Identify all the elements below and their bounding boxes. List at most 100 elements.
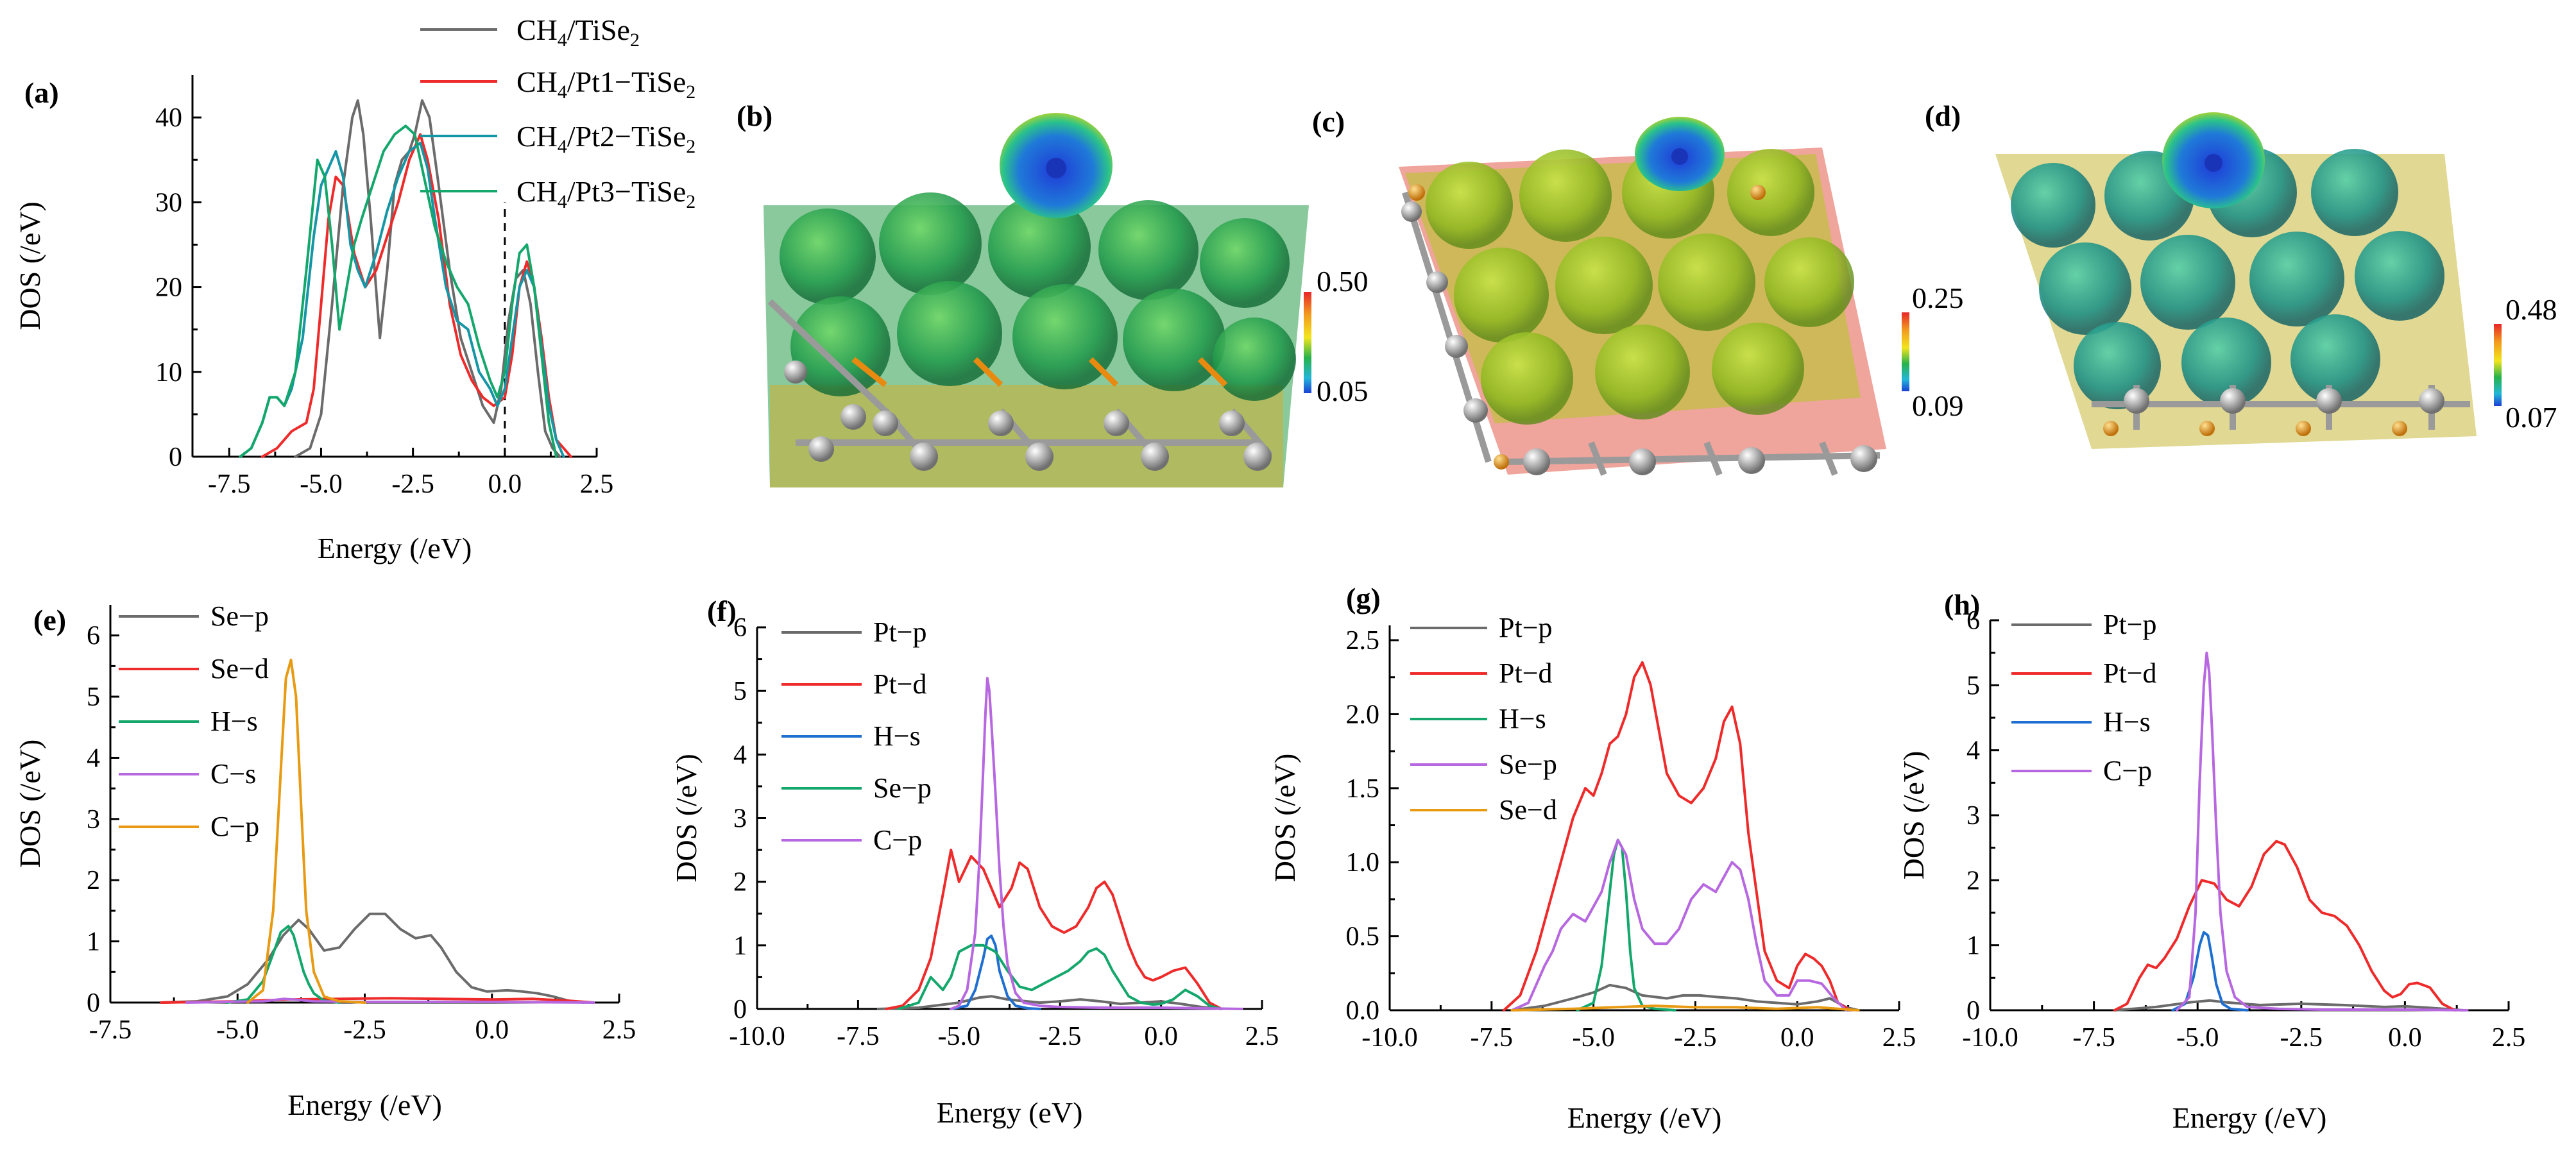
- dos-panel-a: -7.5 -5.0 -2.5 0.0 2.5 0 10 20 30 40 Energy (/eV) D…: [13, 75, 613, 564]
- series-line-g-4: [1510, 1004, 1860, 1012]
- series-line-g-0: [1510, 983, 1860, 1012]
- y-axis-title-h: DOS (/eV): [1897, 751, 1930, 880]
- dos-panel-h: -10.0 -7.5 -5.0 -2.5 0.0 2.5 0 1 2 3 4 5 6 Energy (/e…: [1897, 588, 2525, 1134]
- legend-label-e: Se−d: [210, 653, 269, 684]
- x-tick-label-e: -2.5: [343, 1015, 386, 1045]
- series-line-h-0: [2113, 999, 2464, 1012]
- legend-a: CH4/TiSe2 CH4/Pt1−TiSe2 CH4/Pt2−TiSe2 CH…: [420, 13, 695, 212]
- colorbar-d: [2494, 324, 2502, 406]
- y-tick-label-e: 5: [87, 682, 100, 712]
- x-tick-label-h: -5.0: [2176, 1023, 2219, 1053]
- y-axis-title-a: DOS (/eV): [13, 201, 46, 330]
- series-line-f-2: [950, 935, 1041, 1010]
- x-tick-label-h: 2.5: [2492, 1023, 2526, 1053]
- x-tick-label-h: -10.0: [1962, 1023, 2018, 1053]
- y-tick-label-f: 6: [733, 613, 747, 643]
- x-tick-label-f: -10.0: [729, 1022, 785, 1051]
- colorbar-b-max: 0.50: [1317, 265, 1369, 298]
- dos-panel-g: -10.0 -7.5 -5.0 -2.5 0.0 2.5 0.0 0.5 1.0 1.5 2.0 2.…: [1268, 582, 1916, 1134]
- y-tick-label-e: 4: [87, 743, 100, 773]
- x-tick-label-f: -5.0: [938, 1022, 981, 1051]
- x-tick-label-a: -5.0: [300, 470, 343, 499]
- legend-label-h: H−s: [2103, 706, 2151, 738]
- legend-label-e: H−s: [210, 706, 258, 737]
- y-tick-label-h: 6: [1966, 606, 1980, 636]
- surface-panel-b: (b): [737, 99, 1369, 487]
- legend-label-e: Se−p: [210, 600, 269, 632]
- x-tick-label-g: -10.0: [1361, 1023, 1418, 1053]
- y-tick-label-g: 1.5: [1346, 774, 1380, 804]
- y-tick-label-e: 2: [87, 866, 100, 895]
- dos-panel-f: -10.0 -7.5 -5.0 -2.5 0.0 2.5 0 1 2 3 4 5 6 Energy (eV…: [670, 595, 1279, 1129]
- series-line-g-3: [1510, 838, 1848, 1012]
- y-tick-label-f: 1: [733, 931, 747, 961]
- x-tick-label-e: -5.0: [216, 1015, 259, 1045]
- x-tick-label-a: -2.5: [391, 470, 434, 499]
- series-line-a-3: [239, 124, 558, 458]
- ch4-molecule-d: [2162, 112, 2265, 208]
- x-tick-label-a: 0.0: [488, 470, 522, 499]
- dos-panel-e: -7.5 -5.0 -2.5 0.0 2.5 0 1 2 3 4 5 6 Energy (/eV) DOS…: [13, 600, 636, 1121]
- x-axis-title-g: Energy (/eV): [1567, 1101, 1722, 1134]
- legend-label-e: C−p: [210, 811, 259, 842]
- y-tick-label-e: 1: [87, 928, 100, 957]
- y-tick-label-h: 1: [1966, 931, 1980, 961]
- colorbar-c-max: 0.25: [1912, 282, 1964, 314]
- y-tick-label-h: 5: [1966, 671, 1980, 700]
- legend-label-g: Pt−d: [1499, 657, 1553, 689]
- x-tick-label-g: -5.0: [1572, 1023, 1615, 1053]
- legend-label-g: Se−p: [1499, 749, 1557, 780]
- panel-label-a: (a): [24, 76, 59, 109]
- colorbar-b: [1304, 292, 1311, 393]
- legend-label-h: C−p: [2103, 755, 2152, 786]
- legend-label-f: Pt−d: [873, 668, 927, 700]
- x-tick-label-h: 0.0: [2388, 1023, 2422, 1053]
- y-tick-label-g: 0.0: [1346, 996, 1380, 1026]
- legend-a-label-3: CH4/Pt3−TiSe2: [516, 175, 695, 212]
- y-axis-title-e: DOS (/eV): [13, 740, 46, 868]
- y-tick-label-g: 2.5: [1346, 626, 1380, 656]
- x-axis-title-f: Energy (eV): [937, 1096, 1083, 1129]
- series-line-g-1: [1502, 661, 1852, 1012]
- x-tick-label-f: -7.5: [837, 1022, 880, 1051]
- colorbar-d-min: 0.07: [2505, 401, 2557, 434]
- y-tick-label-f: 0: [733, 995, 747, 1024]
- series-line-g-2: [1576, 838, 1676, 1012]
- ch4-molecule-b: [1000, 113, 1113, 218]
- y-tick-label-a: 10: [155, 358, 182, 387]
- y-tick-label-e: 3: [87, 805, 100, 834]
- series-line-f-4: [950, 677, 1243, 1010]
- x-tick-label-g: -2.5: [1674, 1023, 1717, 1053]
- charge-density-surface-d: [1995, 112, 2477, 449]
- panel-label-g: (g): [1346, 582, 1381, 614]
- legend-label-h: Pt−p: [2103, 609, 2157, 640]
- x-tick-label-h: -7.5: [2072, 1023, 2115, 1053]
- x-tick-label-a: -7.5: [208, 470, 251, 499]
- x-tick-label-h: -2.5: [2280, 1023, 2323, 1053]
- y-tick-label-a: 0: [169, 443, 182, 472]
- legend-label-f: C−p: [873, 824, 922, 856]
- panel-label-b: (b): [737, 99, 772, 132]
- legend-label-f: Pt−p: [873, 616, 927, 648]
- y-tick-label-e: 0: [87, 988, 100, 1018]
- panel-label-h: (h): [1944, 588, 1980, 621]
- colorbar-c-min: 0.09: [1912, 389, 1964, 422]
- x-tick-label-g: 0.0: [1780, 1023, 1814, 1053]
- legend-label-g: Se−d: [1499, 794, 1557, 826]
- panel-label-e: (e): [33, 604, 66, 636]
- charge-density-surface-c: [1399, 117, 1886, 476]
- y-tick-label-a: 40: [155, 103, 182, 133]
- x-axis-title-e: Energy (/eV): [287, 1088, 442, 1121]
- legend-label-g: H−s: [1499, 703, 1546, 734]
- y-tick-label-g: 0.5: [1346, 922, 1380, 952]
- series-line-h-1: [2113, 840, 2456, 1012]
- x-tick-label-f: 0.0: [1144, 1022, 1178, 1051]
- panel-label-d: (d): [1925, 99, 1961, 132]
- y-tick-label-f: 4: [733, 740, 747, 770]
- y-tick-label-h: 3: [1966, 801, 1980, 831]
- y-tick-label-h: 2: [1966, 866, 1980, 895]
- x-tick-label-f: 2.5: [1245, 1022, 1279, 1051]
- x-tick-label-a: 2.5: [580, 470, 614, 499]
- y-tick-label-g: 1.0: [1346, 848, 1380, 877]
